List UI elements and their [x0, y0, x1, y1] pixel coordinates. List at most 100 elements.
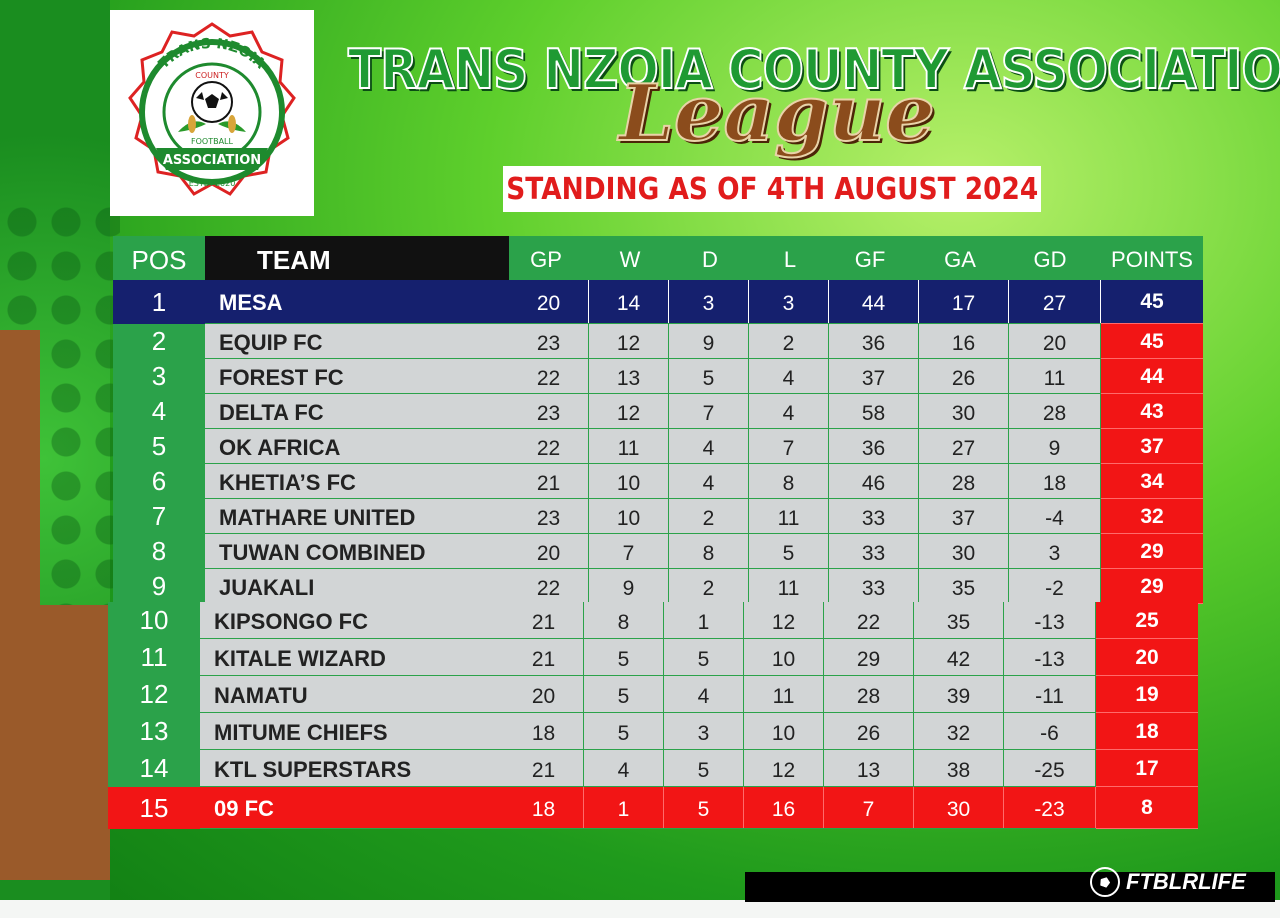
row-points: 45 [1101, 280, 1203, 324]
row-stats: 20 7 8 5 33 30 3 [509, 534, 1101, 569]
row-d: 2 [669, 499, 749, 533]
row-gf: 33 [829, 569, 919, 603]
row-gf: 29 [824, 639, 914, 675]
row-d: 8 [669, 534, 749, 568]
table-row: 4 DELTA FC 23 12 7 4 58 30 28 43 [113, 394, 1203, 429]
row-ga: 30 [919, 534, 1009, 568]
header-gp: GP [530, 247, 562, 272]
row-gd: 9 [1009, 429, 1101, 463]
row-team: TUWAN COMBINED [205, 534, 509, 569]
row-points: 8 [1096, 787, 1198, 829]
row-team: KIPSONGO FC [200, 602, 504, 639]
row-team: MESA [205, 280, 509, 324]
row-stats: 18 1 5 16 7 30 -23 [504, 787, 1096, 829]
row-w: 9 [589, 569, 669, 603]
row-w: 4 [584, 750, 664, 786]
row-gf: 26 [824, 713, 914, 749]
row-gp: 20 [509, 534, 589, 568]
football-icon [1090, 867, 1120, 897]
row-gp: 22 [509, 359, 589, 393]
row-ga: 30 [914, 787, 1004, 828]
row-ga: 16 [919, 324, 1009, 358]
row-points: 25 [1096, 602, 1198, 639]
row-ga: 35 [919, 569, 1009, 603]
row-gd: -13 [1004, 602, 1096, 638]
header-gd: GD [1033, 247, 1067, 272]
row-w: 12 [589, 324, 669, 358]
row-d: 5 [669, 359, 749, 393]
row-points: 32 [1101, 499, 1203, 534]
header-gf: GF [854, 247, 886, 272]
row-gp: 23 [509, 499, 589, 533]
row-position: 3 [113, 359, 205, 394]
row-stats: 21 8 1 12 22 35 -13 [504, 602, 1096, 639]
table-row: 3 FOREST FC 22 13 5 4 37 26 11 44 [113, 359, 1203, 394]
row-gf: 28 [824, 676, 914, 712]
row-gd: -25 [1004, 750, 1096, 786]
row-w: 14 [589, 280, 669, 323]
row-gd: 27 [1009, 280, 1101, 323]
row-gd: -2 [1009, 569, 1101, 603]
row-position: 13 [108, 713, 200, 750]
table-row: 14 KTL SUPERSTARS 21 4 5 12 13 38 -25 17 [108, 750, 1198, 787]
row-points: 17 [1096, 750, 1198, 787]
association-logo: TRANS NZOIA COUNTY FOOTBALL ASSOCIATION … [110, 10, 314, 216]
standings-table: POS TEAM GP W D L GF GA GD POINTS 1 MESA 2… [113, 236, 1203, 604]
row-ga: 30 [919, 394, 1009, 428]
row-gf: 44 [829, 280, 919, 323]
row-gd: -4 [1009, 499, 1101, 533]
row-l: 4 [749, 394, 829, 428]
row-gp: 18 [504, 713, 584, 749]
row-stats: 23 12 9 2 36 16 20 [509, 324, 1101, 359]
row-stats: 22 13 5 4 37 26 11 [509, 359, 1101, 394]
row-team: NAMATU [200, 676, 504, 713]
logo-association-text: ASSOCIATION [163, 153, 261, 168]
row-ga: 26 [919, 359, 1009, 393]
table-row: 9 JUAKALI 22 9 2 11 33 35 -2 29 [113, 569, 1203, 604]
row-ga: 37 [919, 499, 1009, 533]
row-w: 10 [589, 499, 669, 533]
row-stats: 20 14 3 3 44 17 27 [509, 280, 1101, 324]
standings-table-lower: 10 KIPSONGO FC 21 8 1 12 22 35 -13 25 11 KITALE WIZ… [108, 602, 1198, 829]
table-row: 7 MATHARE UNITED 23 10 2 11 33 37 -4 32 [113, 499, 1203, 534]
row-ga: 39 [914, 676, 1004, 712]
table-row: 13 MITUME CHIEFS 18 5 3 10 26 32 -6 18 [108, 713, 1198, 750]
row-l: 16 [744, 787, 824, 828]
row-gp: 20 [504, 676, 584, 712]
page-title: TRANS NZOIA COUNTY ASSOCIATION [347, 37, 1280, 102]
row-gp: 23 [509, 324, 589, 358]
page-subtitle: League [618, 67, 936, 160]
row-position: 15 [108, 787, 200, 829]
row-ga: 32 [914, 713, 1004, 749]
table-row: 5 OK AFRICA 22 11 4 7 36 27 9 37 [113, 429, 1203, 464]
row-d: 5 [664, 750, 744, 786]
row-stats: 22 11 4 7 36 27 9 [509, 429, 1101, 464]
row-gp: 21 [509, 464, 589, 498]
row-team: OK AFRICA [205, 429, 509, 464]
row-points: 43 [1101, 394, 1203, 429]
table-row: 11 KITALE WIZARD 21 5 5 10 29 42 -13 20 [108, 639, 1198, 676]
row-points: 29 [1101, 534, 1203, 569]
row-l: 11 [744, 676, 824, 712]
row-w: 5 [584, 676, 664, 712]
row-gp: 23 [509, 394, 589, 428]
row-d: 4 [664, 676, 744, 712]
row-w: 10 [589, 464, 669, 498]
row-position: 2 [113, 324, 205, 359]
row-l: 12 [744, 602, 824, 638]
row-gd: -13 [1004, 639, 1096, 675]
row-position: 9 [113, 569, 205, 604]
row-gf: 58 [829, 394, 919, 428]
row-l: 7 [749, 429, 829, 463]
row-gp: 22 [509, 569, 589, 603]
row-l: 11 [749, 569, 829, 603]
row-gd: -6 [1004, 713, 1096, 749]
row-team: KHETIA’S FC [205, 464, 509, 499]
row-l: 2 [749, 324, 829, 358]
row-position: 10 [108, 602, 200, 639]
row-points: 20 [1096, 639, 1198, 676]
row-team: JUAKALI [205, 569, 509, 604]
row-position: 1 [113, 280, 205, 324]
header-w: W [619, 247, 641, 272]
row-stats: 23 10 2 11 33 37 -4 [509, 499, 1101, 534]
